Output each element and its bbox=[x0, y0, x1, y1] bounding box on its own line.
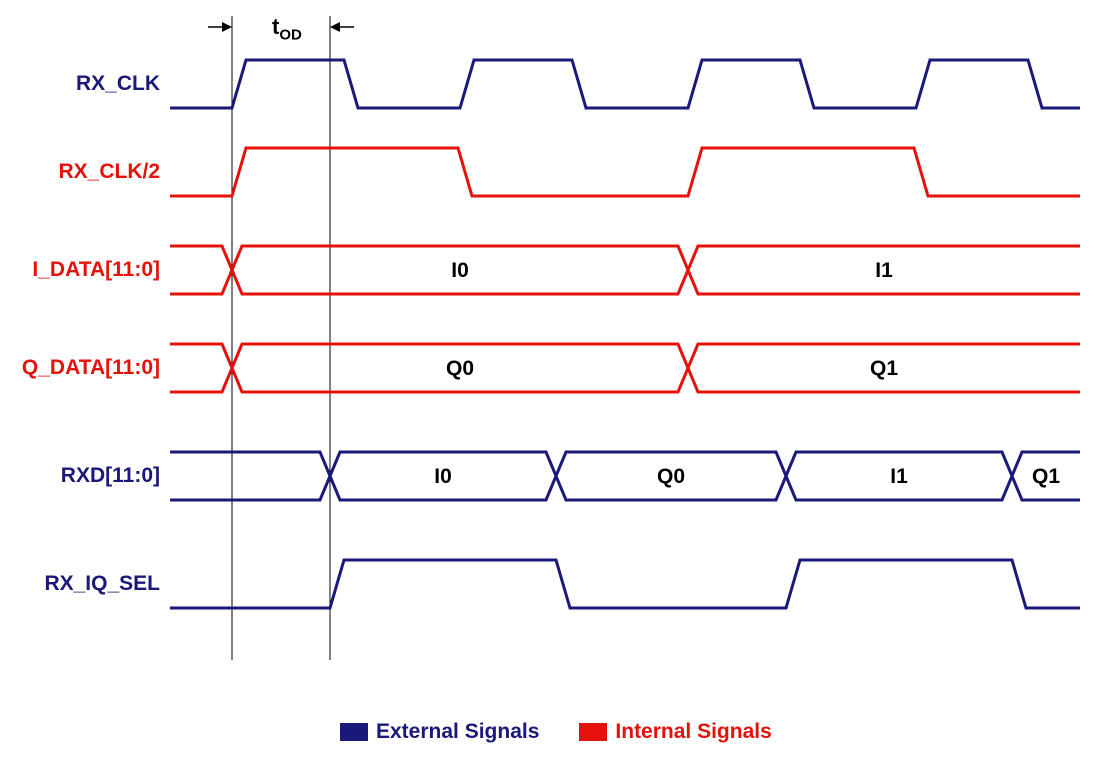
signal-label-rxd: RXD[11:0] bbox=[10, 464, 160, 488]
legend-item: Internal Signals bbox=[579, 720, 771, 744]
bus-value: I1 bbox=[875, 259, 893, 283]
legend-label: External Signals bbox=[376, 720, 539, 744]
signal-label-rx_iq_sel: RX_IQ_SEL bbox=[10, 572, 160, 596]
bus-value: I1 bbox=[890, 465, 908, 489]
timing-param-tod: tOD bbox=[272, 14, 302, 43]
signal-label-rx_clk: RX_CLK bbox=[10, 72, 160, 96]
legend-label: Internal Signals bbox=[615, 720, 771, 744]
bus-value: Q1 bbox=[1032, 465, 1060, 489]
timing-diagram: tOD RX_CLK RX_CLK/2 I_DATA[11:0] I0 I1 Q_DATA[… bbox=[0, 0, 1100, 770]
legend-item: External Signals bbox=[340, 720, 539, 744]
signal-label-rx_clk_2: RX_CLK/2 bbox=[10, 160, 160, 184]
waveform-svg bbox=[0, 0, 1100, 770]
bus-value: Q0 bbox=[657, 465, 685, 489]
signal-label-i_data: I_DATA[11:0] bbox=[10, 258, 160, 282]
legend-swatch bbox=[340, 723, 368, 741]
legend: External Signals Internal Signals bbox=[340, 720, 772, 744]
legend-swatch bbox=[579, 723, 607, 741]
bus-value: Q1 bbox=[870, 357, 898, 381]
bus-value: I0 bbox=[434, 465, 452, 489]
bus-value: I0 bbox=[451, 259, 469, 283]
bus-value: Q0 bbox=[446, 357, 474, 381]
signal-label-q_data: Q_DATA[11:0] bbox=[10, 356, 160, 380]
